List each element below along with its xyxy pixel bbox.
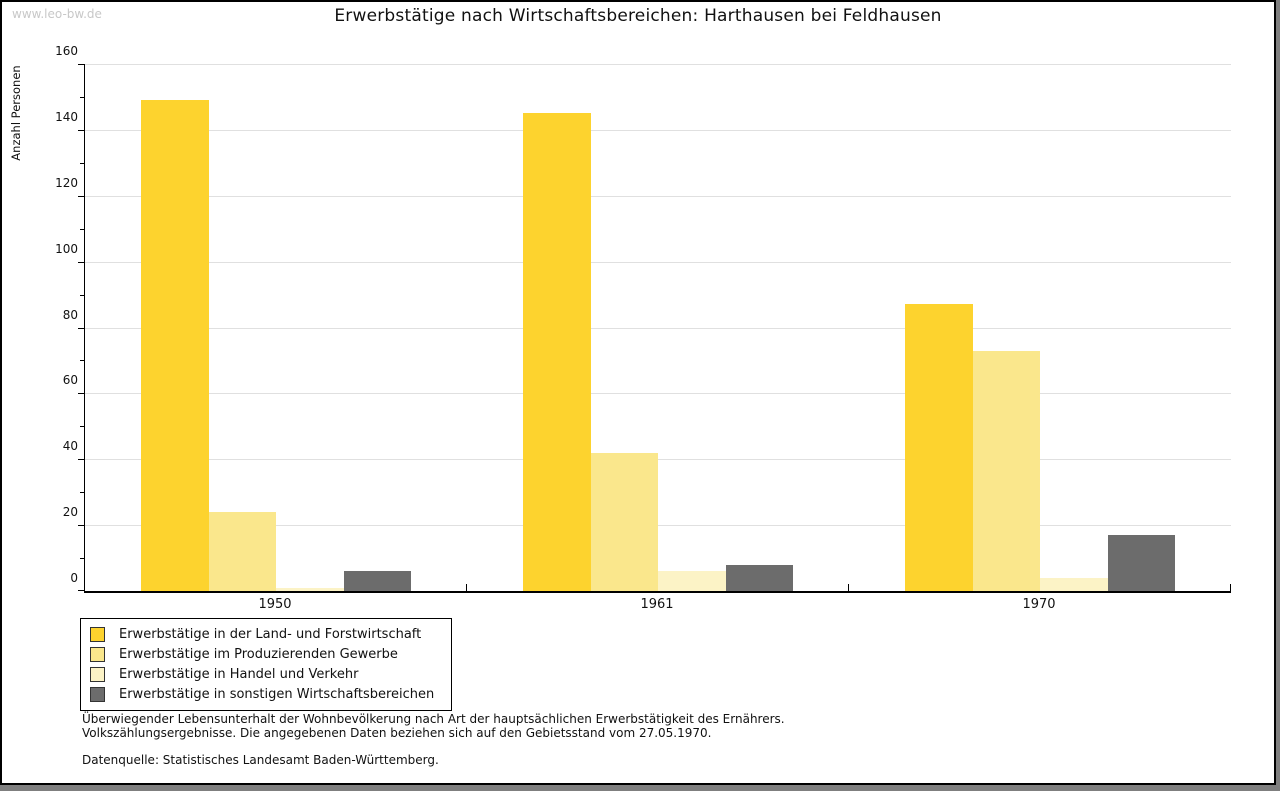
legend-swatch [90,686,105,702]
bar-1970-series-3 [1040,577,1108,591]
bar-1961-series-1 [523,113,591,591]
gridline [85,393,1231,395]
y-axis-tick-label: 0 [70,571,78,585]
gridline [85,261,1231,263]
y-axis-minor-tick [80,426,84,428]
y-axis-tick-label: 60 [62,373,78,388]
bar-1950-series-3 [276,587,344,591]
gridline [85,129,1231,131]
gridline [85,525,1231,527]
legend-swatch [90,666,105,682]
bar-1950-series-2 [208,511,276,591]
bar-1970-series-2 [972,350,1040,591]
legend-box: Erwerbstätige in der Land- und Forstwirt… [80,618,452,711]
watermark-text: www.leo-bw.de [12,7,102,21]
footnote-line-1: Überwiegender Lebensunterhalt der Wohnbe… [82,712,785,726]
y-axis-tick-label: 160 [55,44,78,58]
y-axis-tick [78,327,84,329]
bar-1961-series-3 [658,571,726,591]
gridline [85,327,1231,329]
bar-1961-series-2 [590,452,658,591]
bar-1961-series-4 [725,564,793,591]
y-axis-tick-label: 100 [55,241,78,256]
legend-item: Erwerbstätige in sonstigen Wirtschaftsbe… [90,684,442,704]
y-axis-tick [78,525,84,527]
legend-item-label: Erwerbstätige in Handel und Verkehr [119,666,359,682]
x-axis-tick [466,584,467,591]
legend-item-label: Erwerbstätige im Produzierenden Gewerbe [119,646,398,662]
y-axis-tick [78,129,84,131]
legend-item-label: Erwerbstätige in sonstigen Wirtschaftsbe… [119,686,435,702]
gridline [85,459,1231,461]
gridline [85,195,1231,197]
plot-area: 0 20 40 60 80 100 120 140 160 [55,44,1231,593]
gridline [85,64,1231,65]
legend-item-label: Erwerbstätige in der Land- und Forstwirt… [119,626,422,642]
y-axis-tick-label: 140 [55,109,78,124]
y-axis-tick-label: 80 [62,307,78,322]
x-category-label: 1961 [640,597,674,612]
legend-item: Erwerbstätige im Produzierenden Gewerbe [90,644,442,664]
y-axis-tick-label: 20 [62,505,78,520]
footnote-line-2: Volkszählungsergebnisse. Die angegebenen… [82,726,712,740]
legend-item: Erwerbstätige in der Land- und Forstwirt… [90,624,442,644]
legend-item: Erwerbstätige in Handel und Verkehr [90,664,442,684]
y-axis-tick [78,459,84,461]
bar-1970-series-1 [905,304,973,591]
legend-swatch [90,646,105,662]
y-axis-tick [78,261,84,263]
x-category-label: 1970 [1022,597,1056,612]
chart-title: Erwerbstätige nach Wirtschaftsbereichen:… [334,6,942,26]
y-axis-tick [78,195,84,197]
y-axis-minor-tick [80,294,84,296]
y-axis-tick [78,393,84,395]
bar-1970-series-4 [1107,535,1175,591]
y-axis-minor-tick [80,162,84,164]
y-axis-minor-tick [80,558,84,560]
x-axis-tick [1230,584,1231,591]
y-axis-minor-tick [80,360,84,362]
data-source-line: Datenquelle: Statistisches Landesamt Bad… [82,753,439,767]
y-axis-tick-label: 120 [55,175,78,190]
y-axis-tick-label: 40 [62,439,78,454]
y-axis-tick [78,590,84,591]
footnotes: Überwiegender Lebensunterhalt der Wohnbe… [82,712,785,767]
y-axis-minor-tick [80,492,84,494]
legend-swatch [90,626,105,642]
y-axis-tick [78,64,84,65]
bar-1950-series-1 [141,100,209,591]
x-axis-tick [848,584,849,591]
y-axis-minor-tick [80,96,84,98]
y-axis-minor-tick [80,228,84,230]
bar-1950-series-4 [343,571,411,591]
x-category-label: 1950 [258,597,292,612]
